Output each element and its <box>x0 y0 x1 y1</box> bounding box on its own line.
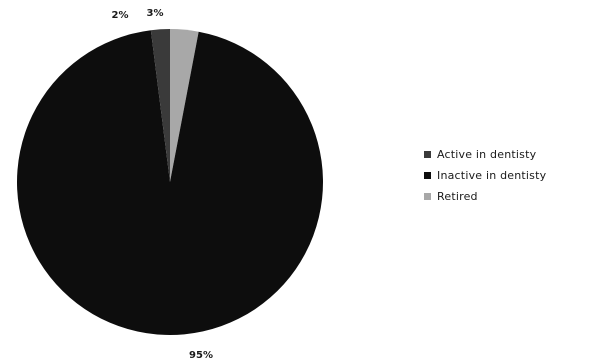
pie-chart: 2% 95% 3% <box>17 8 324 361</box>
legend-item-active: Active in dentisty <box>424 144 546 165</box>
pie-labels: 2% 95% 3% <box>112 8 213 361</box>
legend-item-retired: Retired <box>424 186 546 207</box>
pie-slices <box>17 29 324 335</box>
legend-item-inactive: Inactive in dentisty <box>424 165 546 186</box>
label-inactive: 95% <box>189 350 213 361</box>
legend-swatch-retired <box>424 193 431 200</box>
legend-swatch-active <box>424 151 431 158</box>
slice-retired <box>170 29 199 182</box>
legend-label-active: Active in dentisty <box>437 148 537 161</box>
legend-label-retired: Retired <box>437 190 478 203</box>
legend-swatch-inactive <box>424 172 431 179</box>
slice-inactive <box>17 30 324 335</box>
label-active: 2% <box>112 10 129 21</box>
legend-label-inactive: Inactive in dentisty <box>437 169 547 182</box>
label-retired: 3% <box>147 8 164 19</box>
slice-active <box>150 29 170 182</box>
chart-legend: Active in dentisty Inactive in dentisty … <box>424 144 546 207</box>
